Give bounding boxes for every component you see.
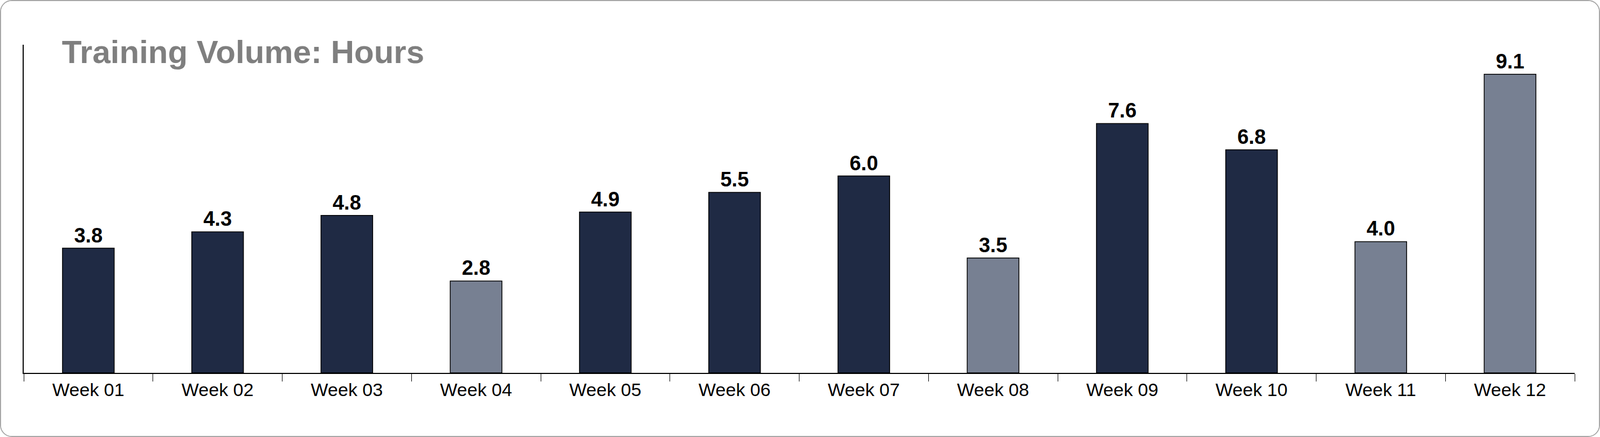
svg-text:2.8: 2.8 — [461, 256, 491, 280]
svg-text:4.0: 4.0 — [1366, 217, 1396, 240]
svg-text:4.8: 4.8 — [332, 191, 362, 215]
svg-text:Week 08: Week 08 — [956, 379, 1030, 400]
svg-text:Week 10: Week 10 — [1215, 379, 1288, 400]
svg-text:Week 02: Week 02 — [181, 379, 254, 400]
svg-text:9.1: 9.1 — [1495, 50, 1525, 73]
svg-text:Week 11: Week 11 — [1345, 379, 1417, 400]
svg-text:3.5: 3.5 — [978, 233, 1008, 257]
svg-text:3.8: 3.8 — [73, 224, 103, 247]
svg-text:Week 03: Week 03 — [311, 379, 384, 400]
svg-text:7.6: 7.6 — [1107, 99, 1137, 122]
svg-text:Week 04: Week 04 — [439, 379, 513, 400]
svg-text:4.9: 4.9 — [590, 188, 620, 211]
svg-text:6.0: 6.0 — [849, 152, 879, 175]
svg-text:4.3: 4.3 — [203, 207, 232, 231]
svg-text:Week 07: Week 07 — [828, 379, 901, 400]
svg-text:Week 05: Week 05 — [569, 379, 642, 400]
svg-text:Training Volume: Hours: Training Volume: Hours — [61, 33, 425, 71]
svg-text:Week 06: Week 06 — [698, 379, 771, 400]
svg-text:Week 12: Week 12 — [1473, 379, 1547, 400]
svg-text:5.5: 5.5 — [720, 168, 749, 191]
svg-text:Week 01: Week 01 — [52, 379, 125, 400]
svg-text:Week 09: Week 09 — [1086, 379, 1159, 400]
svg-text:6.8: 6.8 — [1237, 125, 1266, 149]
